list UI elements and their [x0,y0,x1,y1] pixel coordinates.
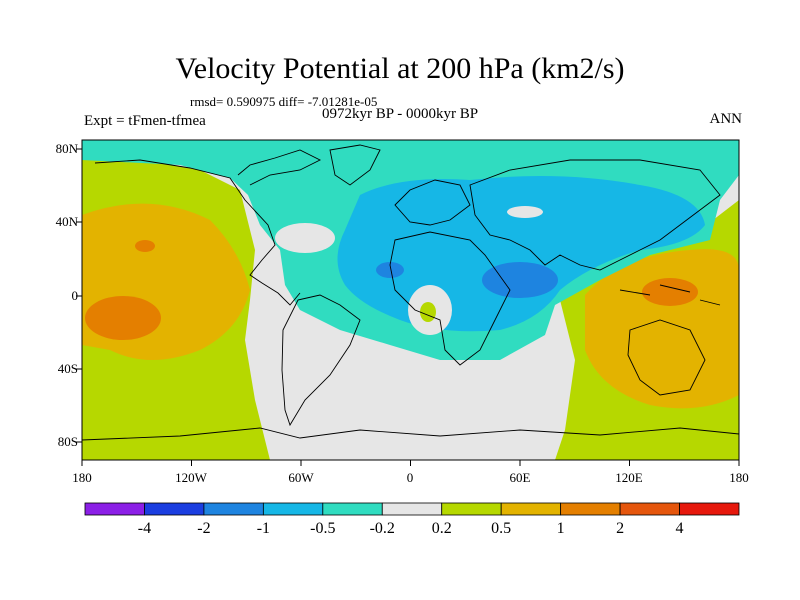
colorbar-swatch [381,502,443,516]
colorbar-swatch [262,502,324,516]
field-neutral-oval-atlantic [275,223,335,253]
y-tick-label: 80S [57,434,78,449]
colorbar-swatch [84,502,145,516]
y-tick-label: 40N [55,214,78,229]
colorbar-swatch [500,502,562,516]
y-tick-marks [76,148,82,443]
colorbar [84,502,740,516]
field-negative-strong [482,262,558,298]
x-tick-label: 120W [175,470,207,485]
field-max-west-small [135,240,155,252]
colorbar-tick-label: 2 [616,520,625,537]
colorbar-swatch [322,502,383,516]
colorbar-tick-label: -0.2 [369,520,395,537]
x-tick-label: 0 [406,470,414,485]
colorbar-tick-label: -2 [197,520,211,537]
coastlines [82,144,739,441]
y-tick-label: 40S [57,361,78,376]
x-tick-label: 60W [288,470,314,485]
colorbar-swatch [203,502,264,516]
colorbar-tick-label: 1 [556,520,565,537]
colorbar-tick-label: -4 [137,520,152,537]
colorbar-tick-label: 0.5 [491,520,512,537]
x-tick-label: 180 [72,470,92,485]
colorbar-swatch [560,502,621,516]
y-tick-label: 0 [71,288,79,303]
colorbar-tick-label: 4 [675,520,684,537]
experiment-label: Expt = tFmen-tfmea [84,113,206,129]
x-tick-marks [81,460,740,466]
field-positive-oval-africa [420,302,436,322]
colorbar-swatch [679,502,740,516]
map-title: Velocity Potential at 200 hPa (km2/s) [175,52,625,85]
colorbar-tick-label: 0.2 [431,520,452,537]
field-negative-strong-2 [376,262,404,278]
field-max-west [85,296,161,340]
field-neutral-oval-asia [507,206,543,218]
field-max-east [642,278,698,306]
x-tick-label: 120E [615,470,643,485]
x-tick-label: 180 [729,470,749,485]
x-tick-label: 60E [509,470,531,485]
colorbar-tick-label: -1 [256,520,271,537]
colorbar-swatch [144,502,205,516]
colorbar-swatch [619,502,680,516]
y-tick-label: 80N [55,141,78,156]
colorbar-swatch [441,502,502,516]
season-label: ANN [709,111,743,127]
period-label: 0972kyr BP - 0000kyr BP [322,106,479,122]
colorbar-tick-label: -0.5 [310,520,336,537]
stats-label: rmsd= 0.590975 diff= -7.01281e-05 [190,94,378,109]
